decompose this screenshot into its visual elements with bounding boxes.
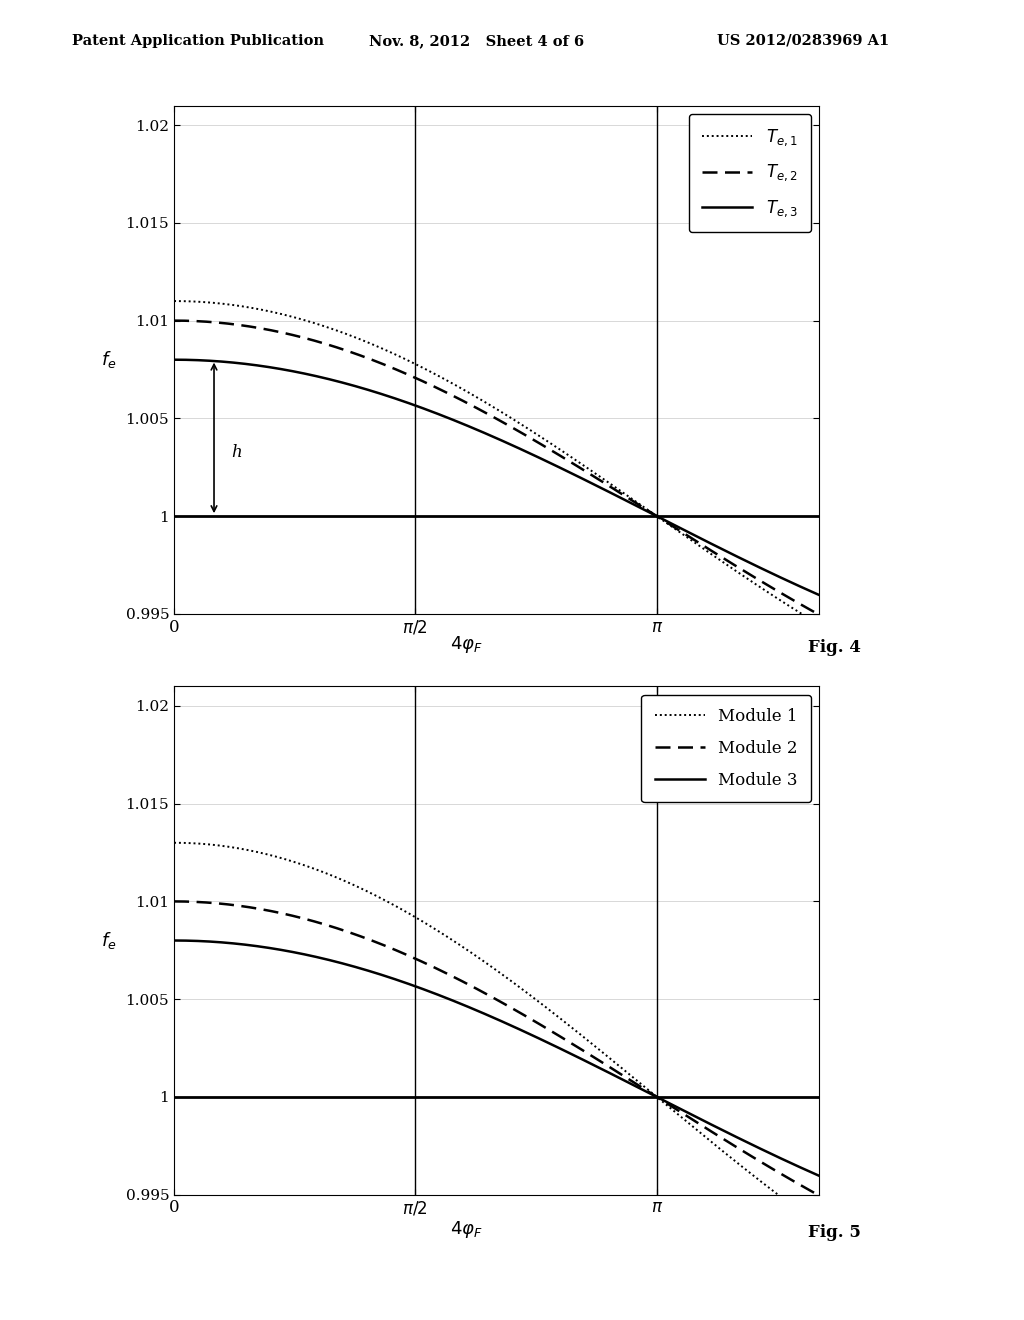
Text: $4\varphi_F$: $4\varphi_F$ [450,635,482,656]
Text: Fig. 5: Fig. 5 [808,1224,861,1241]
Text: h: h [231,445,242,462]
Text: Nov. 8, 2012   Sheet 4 of 6: Nov. 8, 2012 Sheet 4 of 6 [369,34,584,48]
Y-axis label: $f_e$: $f_e$ [101,931,117,950]
Legend: $T_{e,1}$, $T_{e,2}$, $T_{e,3}$: $T_{e,1}$, $T_{e,2}$, $T_{e,3}$ [689,114,811,232]
Text: $4\varphi_F$: $4\varphi_F$ [450,1220,482,1241]
Text: Fig. 4: Fig. 4 [808,639,861,656]
Legend: Module 1, Module 2, Module 3: Module 1, Module 2, Module 3 [641,694,811,803]
Text: US 2012/0283969 A1: US 2012/0283969 A1 [717,34,889,48]
Text: Patent Application Publication: Patent Application Publication [72,34,324,48]
Y-axis label: $f_e$: $f_e$ [101,350,117,370]
